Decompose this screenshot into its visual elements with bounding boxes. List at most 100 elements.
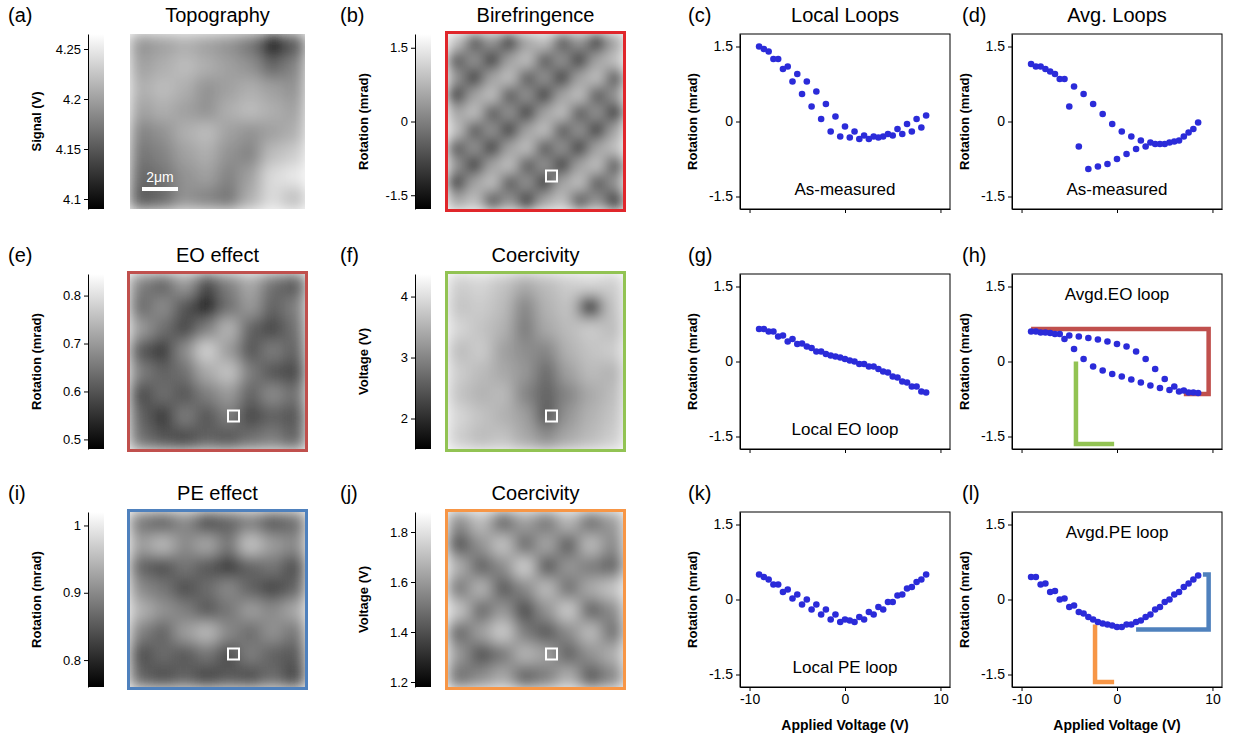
tick-mark xyxy=(411,48,415,49)
cell xyxy=(601,665,623,687)
cell xyxy=(448,318,470,340)
location-marker xyxy=(546,411,557,422)
tick-mark xyxy=(411,297,415,298)
cell xyxy=(196,362,218,384)
cell xyxy=(492,340,514,362)
data-point xyxy=(1052,71,1059,78)
cell xyxy=(174,405,196,427)
data-point xyxy=(899,131,906,138)
cell xyxy=(536,139,554,157)
cell xyxy=(448,157,466,175)
cell xyxy=(553,192,571,210)
heatmap-cells xyxy=(448,34,623,209)
colorbar xyxy=(415,274,431,449)
tick-label: 4.15 xyxy=(56,142,81,157)
cell xyxy=(492,296,514,318)
data-point xyxy=(804,78,811,85)
axis-title: Applied Voltage (V) xyxy=(1053,717,1180,733)
tick: -1.5 xyxy=(709,428,740,444)
data-point xyxy=(1071,346,1078,353)
cell xyxy=(553,157,571,175)
cell xyxy=(239,56,261,78)
data-point xyxy=(1090,101,1097,108)
axis xyxy=(741,449,951,453)
cell xyxy=(283,362,305,384)
cell xyxy=(492,578,514,600)
heatmap xyxy=(130,274,305,449)
tick xyxy=(1212,449,1213,453)
panel: (l)-10010-1.501.5Rotation (mrad)Applied … xyxy=(957,482,1222,733)
cell xyxy=(152,665,174,687)
cell xyxy=(174,78,196,100)
tick-mark xyxy=(1008,47,1012,48)
cell xyxy=(536,157,554,175)
tick: 1.5 xyxy=(390,40,415,55)
cell xyxy=(518,192,536,210)
cell xyxy=(130,405,152,427)
cell xyxy=(218,56,240,78)
data-point xyxy=(1195,390,1202,397)
cell xyxy=(283,621,305,643)
cell xyxy=(601,578,623,600)
tick-label: 1.2 xyxy=(390,675,408,690)
cell xyxy=(218,578,240,600)
cell xyxy=(448,104,466,122)
axis: 234 xyxy=(401,275,416,450)
plot-marks xyxy=(756,326,930,396)
cell xyxy=(218,534,240,556)
tick-mark xyxy=(84,660,88,661)
cell xyxy=(536,174,554,192)
axis: 0.50.60.70.8 xyxy=(63,275,89,450)
data-point xyxy=(789,595,796,602)
cell xyxy=(152,534,174,556)
data-point xyxy=(837,619,844,626)
panel-title: Birefringence xyxy=(477,4,595,26)
cell xyxy=(261,383,283,405)
axis xyxy=(741,209,951,213)
data-point xyxy=(866,609,873,616)
data-point xyxy=(789,336,796,343)
data-point xyxy=(1033,328,1040,335)
cell xyxy=(470,383,492,405)
cell xyxy=(514,600,536,622)
tick-label: 1.5 xyxy=(714,38,734,54)
cell xyxy=(261,600,283,622)
tick: 4.25 xyxy=(56,42,88,57)
location-marker xyxy=(228,649,239,660)
tick xyxy=(940,209,941,213)
cell xyxy=(174,34,196,56)
panel-title: Coercivity xyxy=(492,244,580,266)
cell xyxy=(501,52,519,70)
cell xyxy=(448,274,470,296)
cell xyxy=(448,52,466,70)
cell xyxy=(448,87,466,105)
data-point xyxy=(808,345,815,352)
tick-label: 1.5 xyxy=(714,516,734,532)
cell xyxy=(152,143,174,165)
cell xyxy=(261,78,283,100)
cell xyxy=(152,556,174,578)
cell xyxy=(557,274,579,296)
data-point xyxy=(923,112,930,119)
cell xyxy=(152,600,174,622)
cell xyxy=(130,512,152,534)
cell xyxy=(601,556,623,578)
data-point xyxy=(1166,596,1173,603)
cell xyxy=(579,340,601,362)
data-point xyxy=(904,379,911,386)
tick-mark xyxy=(736,600,740,601)
axis-title: Rotation (mrad) xyxy=(685,313,700,410)
tick-label: 1.5 xyxy=(390,40,408,55)
tick-mark xyxy=(1117,209,1118,213)
axis-line xyxy=(415,513,416,688)
tick-label: -1.5 xyxy=(709,428,733,444)
cell xyxy=(601,383,623,405)
cell xyxy=(601,340,623,362)
tick-label: 1.4 xyxy=(390,625,408,640)
panel-letter: (f) xyxy=(340,244,359,266)
cell xyxy=(174,665,196,687)
cell xyxy=(492,318,514,340)
cell xyxy=(579,296,601,318)
axis-line xyxy=(1012,35,1013,210)
annotation: Local EO loop xyxy=(792,420,899,439)
